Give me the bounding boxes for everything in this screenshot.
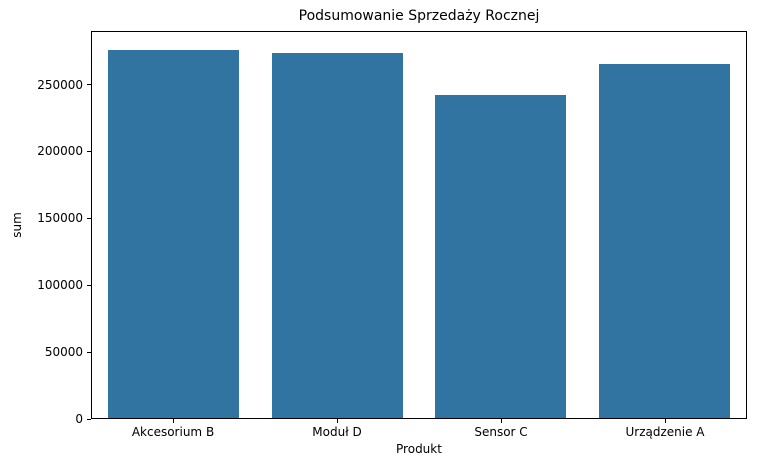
x-tick-label-akcesorium-b: Akcesorium B bbox=[131, 425, 215, 439]
bar-moduł-d bbox=[271, 52, 403, 418]
chart-title: Podsumowanie Sprzedaży Rocznej bbox=[298, 8, 540, 24]
bar-akcesorium-b bbox=[108, 49, 240, 418]
y-tick-mark bbox=[87, 351, 91, 353]
y-tick-label: 150000 bbox=[37, 211, 83, 226]
y-tick-mark bbox=[87, 284, 91, 286]
y-tick-mark bbox=[87, 418, 91, 420]
bar-sensor-c bbox=[435, 94, 567, 418]
y-tick-label: 50000 bbox=[44, 345, 83, 360]
x-tick-label-sensor-c: Sensor C bbox=[474, 425, 528, 439]
plot-area bbox=[91, 31, 747, 419]
y-tick-mark bbox=[87, 84, 91, 86]
bar-urządzenie-a bbox=[598, 63, 730, 418]
y-tick-label: 250000 bbox=[37, 77, 83, 92]
y-tick-mark bbox=[87, 150, 91, 152]
x-tick-mark bbox=[500, 419, 502, 423]
y-tick-label: 0 bbox=[75, 412, 83, 426]
y-tick-label: 100000 bbox=[37, 278, 83, 293]
y-tick-mark bbox=[87, 217, 91, 219]
x-tick-label-moduł-d: Moduł D bbox=[312, 425, 362, 439]
x-tick-mark bbox=[172, 419, 174, 423]
x-tick-mark bbox=[336, 419, 338, 423]
y-tick-label: 200000 bbox=[37, 144, 83, 159]
x-tick-mark bbox=[664, 419, 666, 423]
y-axis-label: sum bbox=[10, 212, 24, 238]
x-axis-label: Produkt bbox=[396, 442, 442, 456]
x-tick-label-urządzenie-a: Urządzenie A bbox=[625, 425, 705, 439]
